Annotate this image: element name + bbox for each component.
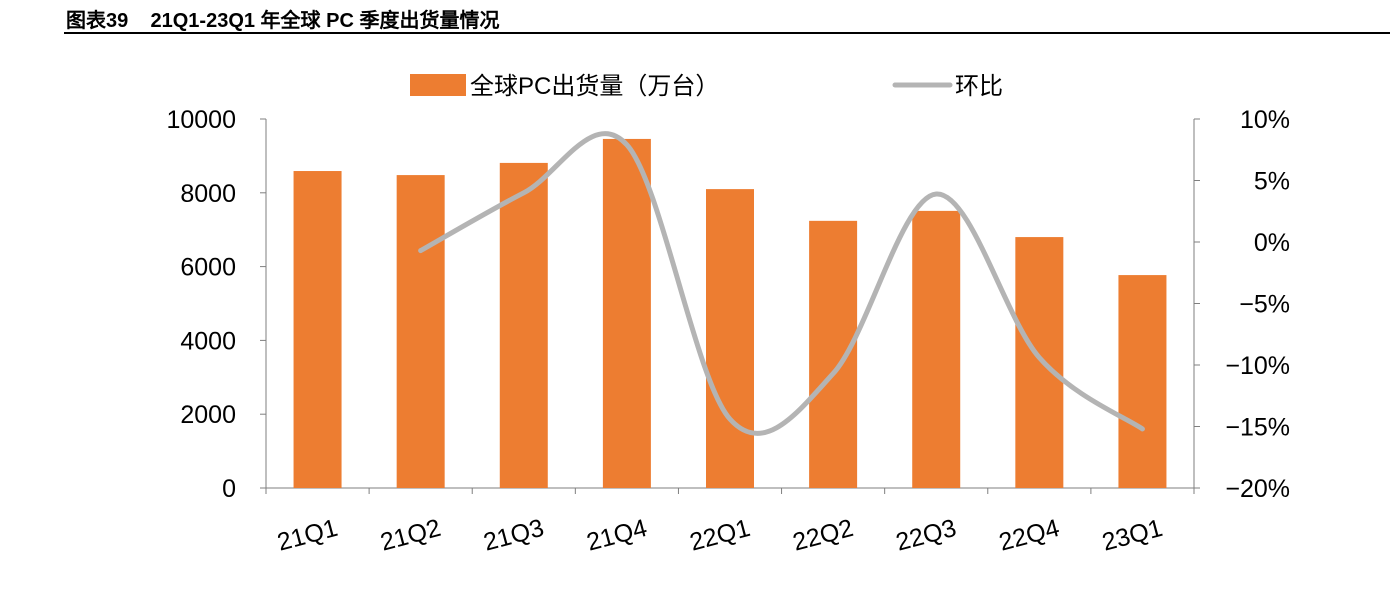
right-tick-label: −10%	[1225, 352, 1290, 380]
chart-title: 图表39 21Q1-23Q1 年全球 PC 季度出货量情况	[66, 4, 499, 33]
figure-title: 21Q1-23Q1 年全球 PC 季度出货量情况	[150, 10, 500, 32]
x-tick-label: 21Q2	[377, 514, 443, 557]
figure-label: 图表39	[66, 10, 129, 32]
left-tick-label: 0	[222, 475, 236, 503]
bar-22Q1	[706, 189, 754, 489]
legend-label-bar: 全球PC出货量（万台）	[470, 73, 719, 100]
bar-22Q2	[809, 220, 858, 488]
x-tick-label: 21Q3	[481, 514, 547, 557]
right-tick-label: −5%	[1239, 291, 1290, 319]
bar-21Q4	[602, 138, 651, 488]
bar-23Q1	[1118, 275, 1167, 488]
legend-label-line: 环比	[955, 73, 1003, 100]
title-divider	[64, 32, 1390, 34]
x-tick-label: 21Q1	[274, 514, 340, 557]
bar-21Q2	[396, 175, 445, 488]
left-tick-label: 2000	[180, 401, 236, 429]
right-tick-label: 5%	[1254, 168, 1290, 196]
right-tick-label: 10%	[1240, 106, 1290, 134]
left-tick-label: 4000	[180, 327, 236, 355]
bar-21Q3	[499, 162, 548, 488]
bar-22Q4	[1015, 237, 1064, 488]
x-tick-label: 22Q3	[893, 514, 959, 557]
left-tick-label: 8000	[180, 180, 236, 208]
x-tick-label: 22Q4	[996, 514, 1062, 557]
x-tick-label: 22Q2	[790, 514, 856, 557]
left-tick-label: 10000	[166, 106, 236, 134]
line-series-huanbi	[418, 131, 1145, 436]
right-tick-label: −15%	[1225, 414, 1290, 442]
x-tick-label: 23Q1	[1099, 514, 1165, 557]
x-tick-label: 22Q1	[687, 514, 753, 557]
bar-22Q3	[912, 210, 961, 489]
x-tick-label: 21Q4	[584, 514, 650, 557]
legend-swatch-bar	[410, 74, 466, 96]
left-tick-label: 6000	[180, 254, 236, 282]
right-tick-label: 0%	[1254, 229, 1290, 257]
right-tick-label: −20%	[1225, 475, 1290, 503]
bar-21Q1	[293, 171, 342, 489]
